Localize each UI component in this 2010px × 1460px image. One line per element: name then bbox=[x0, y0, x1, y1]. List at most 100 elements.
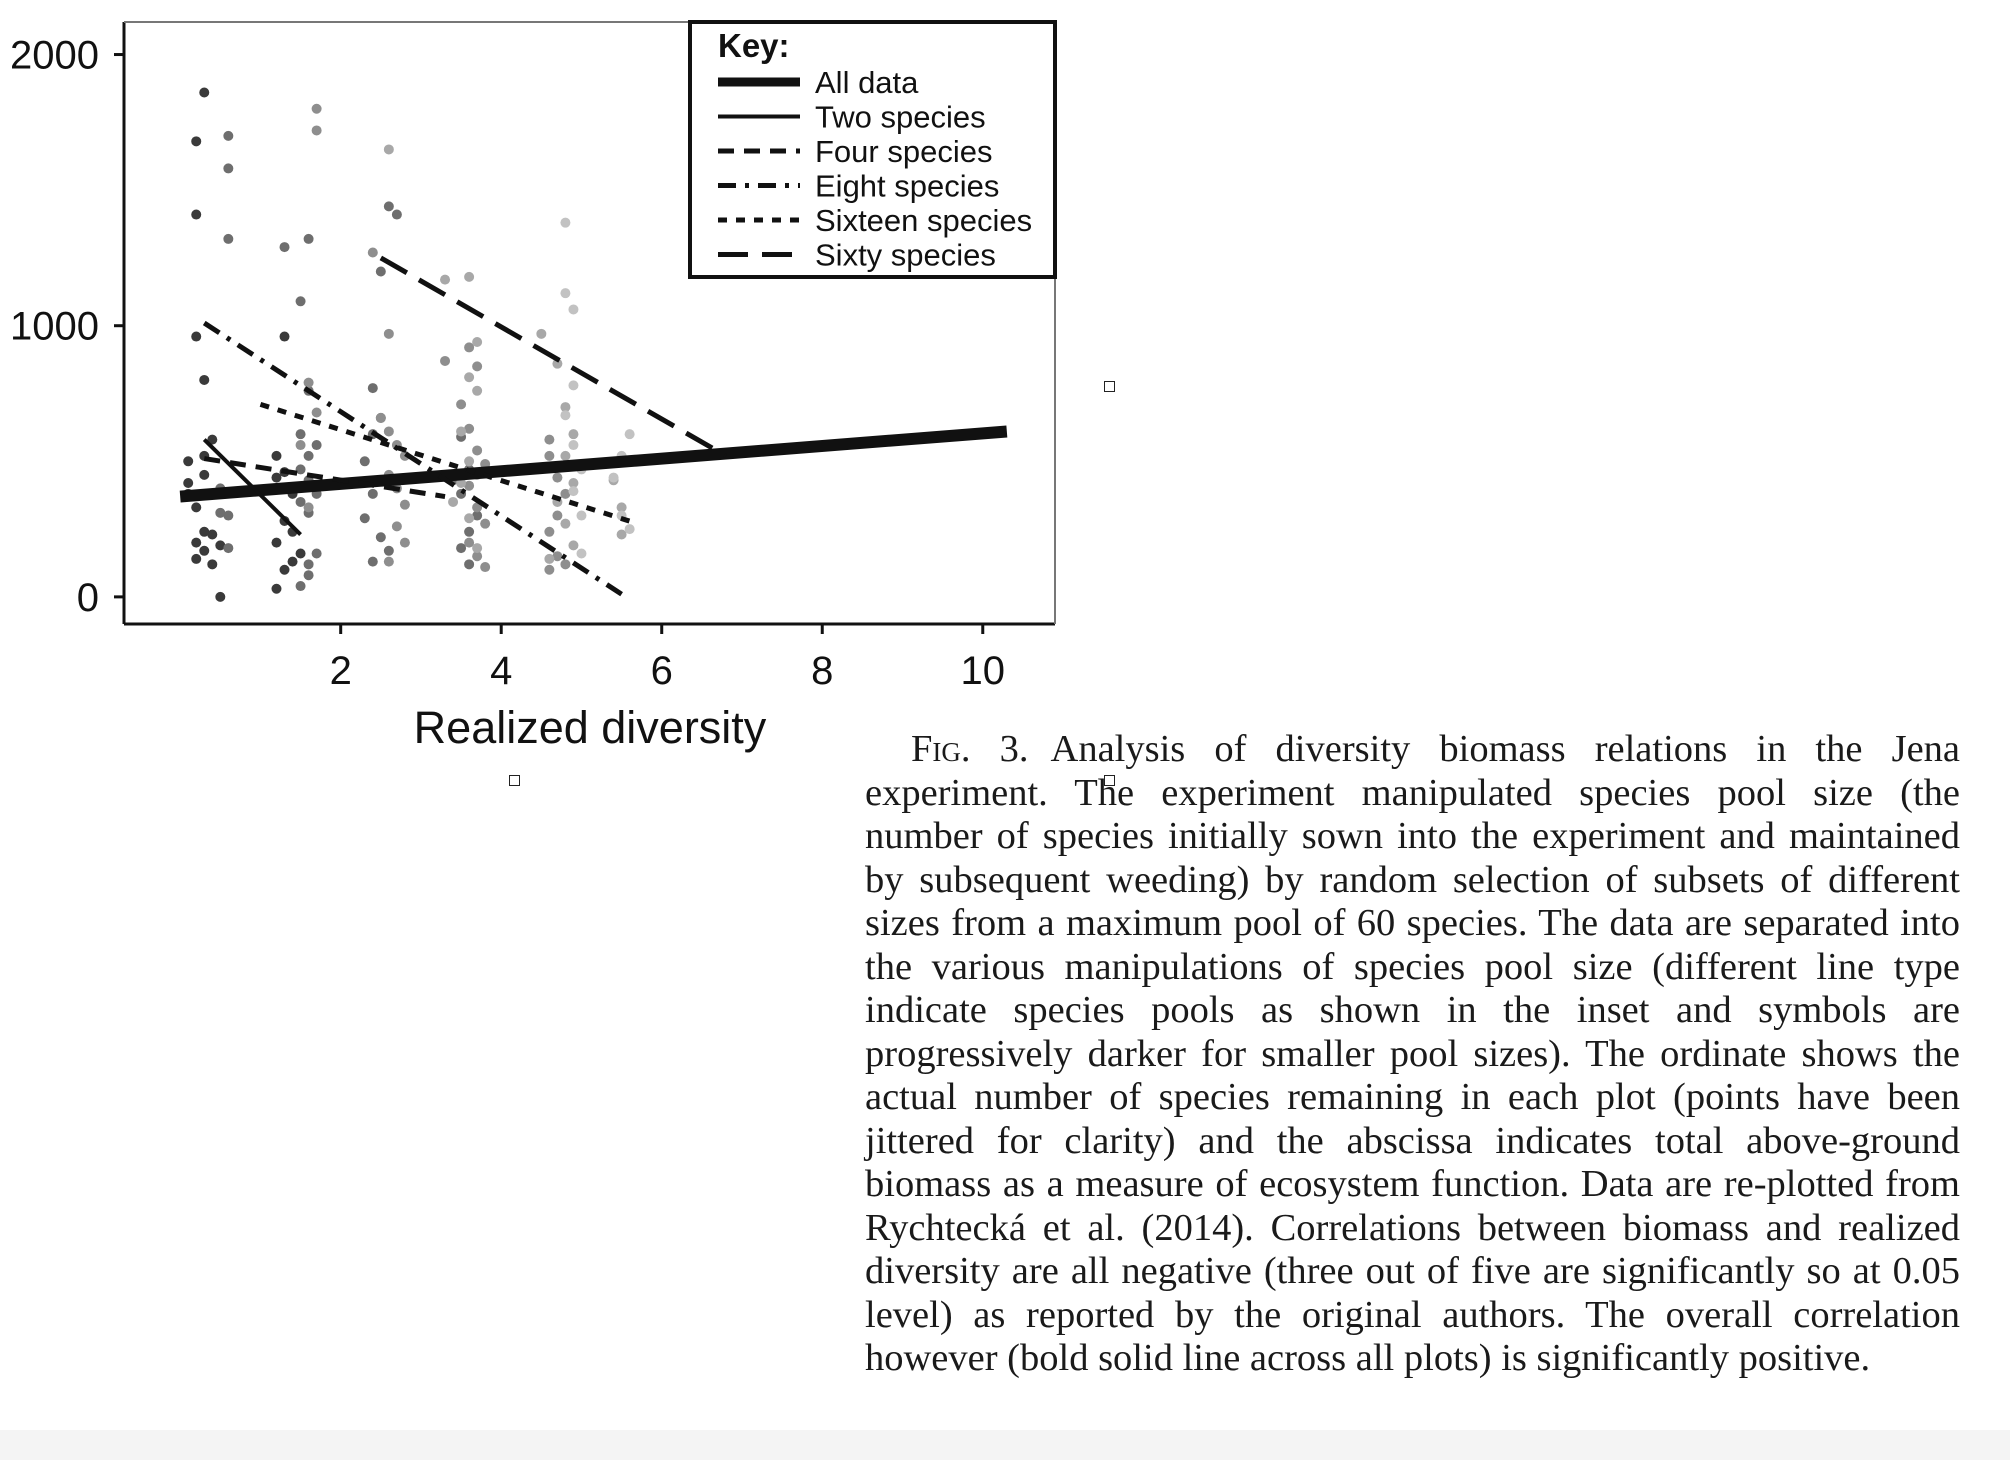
data-point bbox=[207, 529, 218, 540]
data-point bbox=[568, 440, 579, 451]
data-point bbox=[552, 358, 563, 369]
x-tick-label: 4 bbox=[490, 649, 512, 693]
data-point bbox=[456, 426, 467, 437]
data-point bbox=[472, 543, 483, 554]
data-point bbox=[215, 540, 226, 551]
data-point bbox=[544, 553, 555, 564]
x-tick-label: 2 bbox=[330, 649, 352, 693]
data-point bbox=[383, 144, 394, 155]
data-point bbox=[223, 233, 234, 244]
data-point bbox=[383, 328, 394, 339]
data-point bbox=[480, 562, 491, 573]
legend-entry: All data bbox=[815, 65, 919, 100]
figure-caption: Fig. 3. Analysis of diversity biomass rel… bbox=[865, 728, 1960, 1381]
data-point bbox=[399, 499, 410, 510]
data-point bbox=[295, 296, 306, 307]
data-point bbox=[295, 440, 306, 451]
data-point bbox=[472, 385, 483, 396]
data-point bbox=[383, 556, 394, 567]
data-point bbox=[464, 526, 475, 537]
data-point bbox=[199, 374, 210, 385]
trend-line bbox=[179, 425, 1008, 503]
data-point bbox=[624, 429, 635, 440]
data-point bbox=[464, 537, 475, 548]
data-point bbox=[456, 543, 467, 554]
data-point bbox=[199, 87, 210, 98]
y-tick-label: 0 bbox=[77, 576, 99, 620]
data-point bbox=[616, 502, 627, 513]
data-point bbox=[464, 456, 475, 467]
data-point bbox=[552, 510, 563, 521]
data-point bbox=[279, 564, 290, 575]
data-point bbox=[311, 125, 322, 136]
data-point bbox=[367, 556, 378, 567]
data-point bbox=[568, 486, 579, 497]
legend-title: Key: bbox=[718, 27, 790, 64]
data-point bbox=[271, 472, 282, 483]
data-point bbox=[223, 510, 234, 521]
x-tick-label: 8 bbox=[811, 649, 833, 693]
data-point bbox=[440, 355, 451, 366]
data-point bbox=[608, 472, 619, 483]
data-point bbox=[616, 529, 627, 540]
data-point bbox=[295, 548, 306, 559]
y-tick-label: 1000 bbox=[10, 305, 99, 349]
data-point bbox=[375, 266, 386, 277]
data-point bbox=[560, 402, 571, 413]
data-point bbox=[448, 496, 459, 507]
legend-entry: Eight species bbox=[815, 169, 999, 204]
data-point bbox=[303, 559, 314, 570]
data-point bbox=[544, 434, 555, 445]
data-point bbox=[207, 559, 218, 570]
data-point bbox=[359, 513, 370, 524]
legend-entry: Two species bbox=[815, 100, 986, 135]
data-point bbox=[303, 377, 314, 388]
marker-square bbox=[509, 775, 520, 786]
data-point bbox=[472, 336, 483, 347]
data-point bbox=[399, 537, 410, 548]
data-point bbox=[215, 507, 226, 518]
data-point bbox=[191, 209, 202, 220]
data-point bbox=[624, 524, 635, 535]
data-point bbox=[279, 242, 290, 253]
data-point bbox=[295, 496, 306, 507]
data-point bbox=[359, 456, 370, 467]
data-point bbox=[560, 217, 571, 228]
data-point bbox=[279, 331, 290, 342]
data-point bbox=[472, 551, 483, 562]
data-point bbox=[295, 464, 306, 475]
data-point bbox=[375, 412, 386, 423]
data-point bbox=[464, 423, 475, 434]
data-point bbox=[191, 331, 202, 342]
data-point bbox=[552, 472, 563, 483]
data-point bbox=[271, 537, 282, 548]
data-point bbox=[375, 532, 386, 543]
data-point bbox=[223, 163, 234, 174]
data-point bbox=[464, 559, 475, 570]
data-point bbox=[560, 559, 571, 570]
trend-lines bbox=[179, 255, 1008, 597]
legend-entry: Sixteen species bbox=[815, 203, 1032, 238]
data-point bbox=[303, 450, 314, 461]
data-point bbox=[383, 426, 394, 437]
data-point bbox=[191, 537, 202, 548]
data-point bbox=[383, 201, 394, 212]
data-point bbox=[464, 271, 475, 282]
data-point bbox=[303, 233, 314, 244]
legend-entry: Sixty species bbox=[815, 238, 996, 273]
data-point bbox=[199, 526, 210, 537]
data-point bbox=[472, 361, 483, 372]
caption-text: Analysis of diversity biomass relations … bbox=[865, 728, 1960, 1379]
data-point bbox=[207, 434, 218, 445]
trend-line bbox=[202, 320, 623, 597]
data-point bbox=[199, 469, 210, 480]
data-point bbox=[456, 399, 467, 410]
data-point bbox=[311, 103, 322, 114]
figure-label: Fig. 3. bbox=[911, 728, 1029, 770]
marker-square bbox=[1104, 775, 1115, 786]
data-point bbox=[576, 548, 587, 559]
data-point bbox=[191, 553, 202, 564]
data-point bbox=[271, 583, 282, 594]
data-point bbox=[191, 136, 202, 147]
